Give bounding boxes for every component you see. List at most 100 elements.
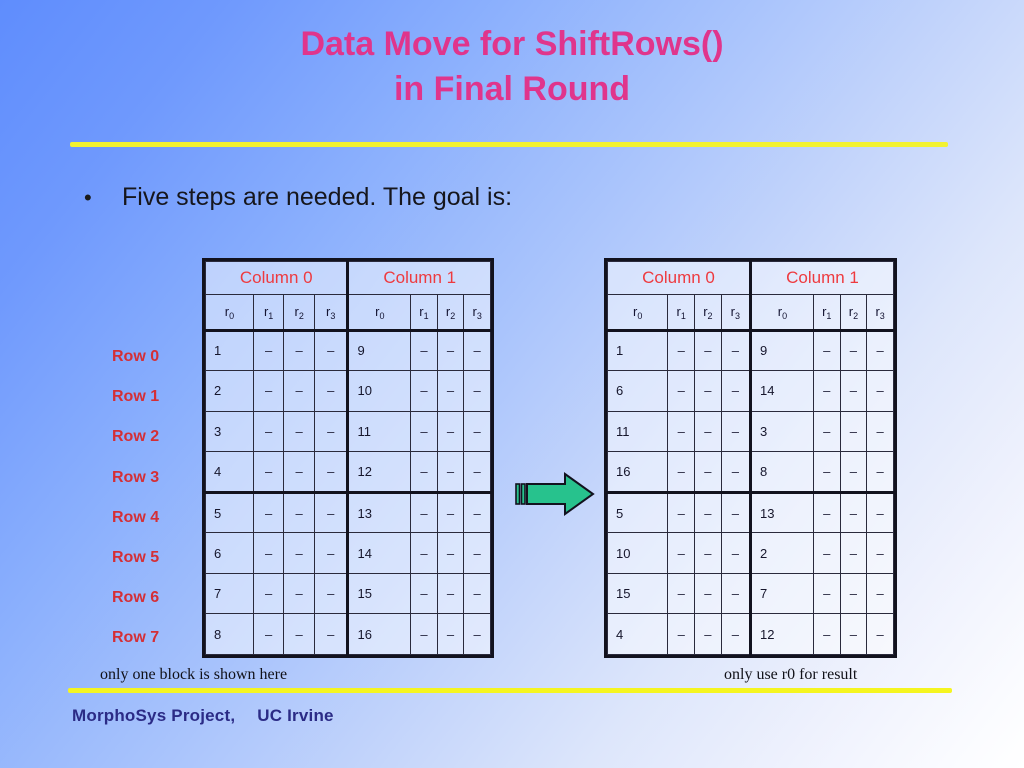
- empty-cell: –: [252, 328, 285, 372]
- table-header-row: Column 0 Column 1: [204, 260, 491, 296]
- table-body: Column 0 Column 1 r0 r1 r2 r3 r0 r1 r2 r3 1– – –9…: [204, 260, 491, 655]
- register-index: 1: [268, 311, 274, 322]
- empty-cell: –: [839, 613, 868, 655]
- data-cell: 8: [748, 451, 814, 493]
- table-row: 7– – –15– – –: [205, 572, 491, 615]
- register-header: r3: [866, 294, 894, 331]
- table-row: 3– – –11– – –: [205, 410, 491, 453]
- empty-cell: –: [667, 410, 696, 453]
- table-row: 2– – –10– – –: [205, 370, 491, 412]
- table-subheader-row: r0 r1 r2 r3 r0 r1 r2 r3: [606, 294, 894, 331]
- empty-cell: –: [463, 532, 491, 574]
- table-row: 15– – –7– – –: [606, 572, 894, 615]
- data-cell: 9: [748, 328, 814, 372]
- data-cell: 16: [606, 451, 669, 493]
- empty-cell: –: [252, 451, 285, 493]
- empty-cell: –: [839, 490, 868, 534]
- empty-cell: –: [720, 532, 751, 574]
- data-cell: 12: [748, 613, 814, 655]
- empty-cell: –: [866, 451, 894, 493]
- empty-cell: –: [866, 572, 894, 615]
- empty-cell: –: [252, 410, 285, 453]
- empty-cell: –: [812, 490, 841, 534]
- empty-cell: –: [410, 572, 438, 615]
- register-index: 1: [680, 311, 686, 322]
- bullet-text: Five steps are needed. The goal is:: [122, 183, 513, 211]
- register-header: r2: [839, 294, 868, 331]
- empty-cell: –: [410, 328, 438, 372]
- row-label: Row 1: [112, 388, 160, 406]
- row-label: Row 6: [112, 589, 160, 607]
- empty-cell: –: [667, 532, 696, 574]
- empty-cell: –: [694, 532, 722, 574]
- empty-cell: –: [694, 370, 722, 412]
- empty-cell: –: [283, 572, 315, 615]
- transform-arrow: [515, 470, 597, 518]
- empty-cell: –: [252, 572, 285, 615]
- empty-cell: –: [410, 451, 438, 493]
- empty-cell: –: [839, 451, 868, 493]
- empty-cell: –: [812, 572, 841, 615]
- bullet-marker-icon: •: [84, 185, 92, 210]
- table-row: 8– – –16– – –: [205, 613, 491, 655]
- row-label: Row 7: [112, 629, 160, 647]
- empty-cell: –: [436, 490, 465, 534]
- row-label: Row 0: [112, 348, 160, 365]
- empty-cell: –: [839, 572, 868, 615]
- empty-cell: –: [283, 613, 315, 655]
- empty-cell: –: [436, 370, 465, 412]
- register-index: 2: [298, 311, 304, 322]
- table-row: 5– – –13– – –: [205, 490, 491, 534]
- empty-cell: –: [436, 572, 465, 615]
- table-row: 10– – –2– – –: [606, 532, 894, 574]
- register-index: 3: [735, 311, 741, 322]
- table-row: 4– – –12– – –: [606, 613, 894, 655]
- empty-cell: –: [313, 613, 349, 655]
- data-cell: 15: [346, 572, 412, 615]
- empty-cell: –: [812, 410, 841, 453]
- empty-cell: –: [667, 370, 696, 412]
- empty-cell: –: [667, 572, 696, 615]
- column-header: Column 0: [204, 260, 349, 296]
- register-index: 2: [853, 311, 859, 322]
- table-body: Column 0 Column 1 r0 r1 r2 r3 r0 r1 r2 r3 1– – –9…: [606, 260, 895, 655]
- title-line-1: Data Move for ShiftRows(): [300, 25, 724, 63]
- empty-cell: –: [463, 572, 491, 615]
- title-divider-rule: [70, 142, 948, 147]
- register-index: 2: [450, 311, 456, 322]
- empty-cell: –: [720, 490, 751, 534]
- empty-cell: –: [313, 532, 349, 574]
- table: Column 0 Column 1 r0 r1 r2 r3 r0 r1 r2 r3 1– – –9…: [204, 260, 491, 655]
- column-header: Column 1: [748, 260, 895, 296]
- empty-cell: –: [839, 532, 868, 574]
- data-cell: 14: [748, 370, 814, 412]
- empty-cell: –: [694, 490, 722, 534]
- empty-cell: –: [866, 613, 894, 655]
- title-line-2: in Final Round: [393, 70, 631, 108]
- result-block-table: Column 0 Column 1 r0 r1 r2 r3 r0 r1 r2 r3 1– – –9…: [604, 258, 897, 658]
- register-index: 2: [707, 311, 713, 322]
- data-cell: 1: [205, 328, 254, 372]
- empty-cell: –: [812, 532, 841, 574]
- data-cell: 1: [606, 328, 669, 372]
- footer-project: MorphoSys Project,: [72, 706, 236, 725]
- right-arrow-icon: [515, 472, 595, 516]
- empty-cell: –: [313, 572, 349, 615]
- table-row: 16– – –8– – –: [606, 451, 894, 493]
- empty-cell: –: [436, 410, 465, 453]
- empty-cell: –: [866, 410, 894, 453]
- data-cell: 2: [748, 532, 814, 574]
- empty-cell: –: [436, 532, 465, 574]
- empty-cell: –: [694, 328, 722, 372]
- empty-cell: –: [812, 328, 841, 372]
- empty-cell: –: [283, 328, 315, 372]
- caption-left: only one block is shown here: [100, 666, 288, 683]
- empty-cell: –: [410, 370, 438, 412]
- register-header: r0: [606, 294, 669, 331]
- data-cell: 5: [205, 490, 254, 534]
- empty-cell: –: [866, 490, 894, 534]
- data-cell: 7: [205, 572, 254, 615]
- empty-cell: –: [283, 532, 315, 574]
- empty-cell: –: [313, 490, 349, 534]
